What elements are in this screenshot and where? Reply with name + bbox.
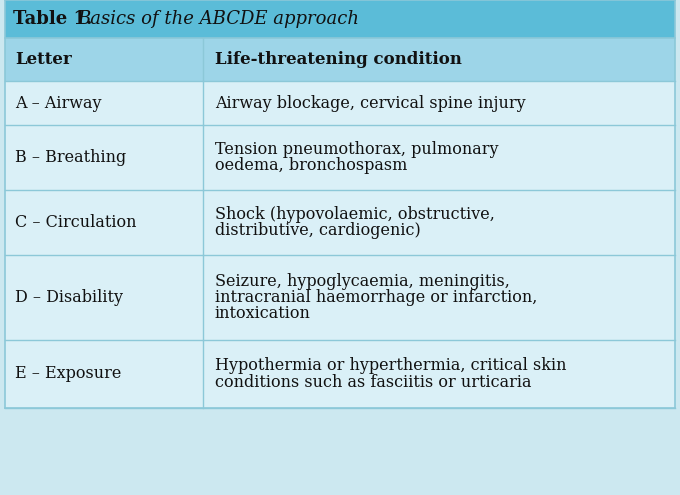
Text: Tension pneumothorax, pulmonary: Tension pneumothorax, pulmonary <box>215 141 498 158</box>
Bar <box>5 0 675 38</box>
Text: D – Disability: D – Disability <box>15 289 123 306</box>
Text: E – Exposure: E – Exposure <box>15 365 121 383</box>
Bar <box>5 340 675 408</box>
Text: A – Airway: A – Airway <box>15 95 101 111</box>
Text: B – Breathing: B – Breathing <box>15 149 126 166</box>
Text: conditions such as fasciitis or urticaria: conditions such as fasciitis or urticari… <box>215 374 531 391</box>
Text: intracranial haemorrhage or infarction,: intracranial haemorrhage or infarction, <box>215 289 537 306</box>
Text: Seizure, hypoglycaemia, meningitis,: Seizure, hypoglycaemia, meningitis, <box>215 273 509 290</box>
Bar <box>5 81 675 125</box>
Text: Shock (hypovolaemic, obstructive,: Shock (hypovolaemic, obstructive, <box>215 206 494 223</box>
Text: intoxication: intoxication <box>215 305 311 323</box>
Bar <box>5 190 675 255</box>
Text: Airway blockage, cervical spine injury: Airway blockage, cervical spine injury <box>215 95 525 111</box>
Text: Letter: Letter <box>15 51 72 68</box>
Bar <box>5 38 675 81</box>
Text: Table 1.: Table 1. <box>13 10 99 28</box>
Text: oedema, bronchospasm: oedema, bronchospasm <box>215 157 407 174</box>
Text: Life-threatening condition: Life-threatening condition <box>215 51 462 68</box>
Bar <box>5 125 675 190</box>
Text: Basics of the ABCDE approach: Basics of the ABCDE approach <box>77 10 359 28</box>
Text: distributive, cardiogenic): distributive, cardiogenic) <box>215 222 420 239</box>
Text: C – Circulation: C – Circulation <box>15 214 137 231</box>
Text: Hypothermia or hyperthermia, critical skin: Hypothermia or hyperthermia, critical sk… <box>215 357 566 374</box>
Bar <box>5 255 675 340</box>
